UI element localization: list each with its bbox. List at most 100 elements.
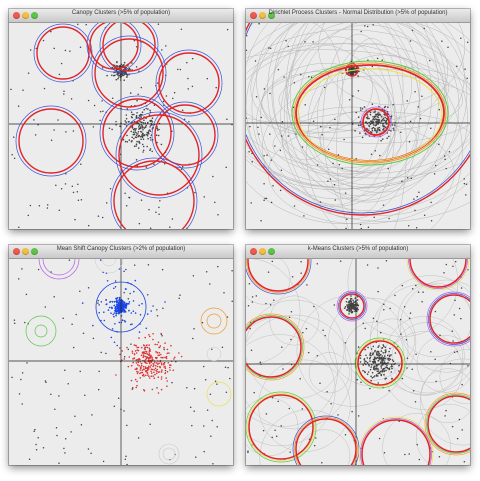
- titlebar[interactable]: Dirichlet Process Clusters - Normal Dist…: [246, 9, 470, 23]
- cluster-circle: [369, 318, 415, 364]
- cluster-ellipse: [291, 60, 449, 166]
- data-point: [344, 434, 347, 436]
- data-point: [149, 357, 152, 359]
- data-point: [165, 45, 167, 47]
- data-point: [372, 124, 375, 126]
- cluster-circle: [155, 49, 223, 117]
- data-point: [135, 386, 137, 389]
- cluster-circle: [294, 417, 358, 465]
- close-button[interactable]: [250, 12, 257, 19]
- minimize-button[interactable]: [259, 248, 266, 255]
- data-point: [143, 108, 145, 111]
- data-point: [146, 135, 149, 137]
- data-point: [374, 124, 377, 127]
- data-point: [27, 214, 30, 217]
- data-point: [130, 130, 132, 133]
- data-point: [108, 306, 111, 309]
- zoom-button[interactable]: [31, 12, 38, 19]
- data-point: [371, 119, 374, 121]
- data-point: [115, 124, 117, 126]
- data-point: [348, 308, 351, 310]
- data-point: [157, 341, 160, 344]
- close-button[interactable]: [13, 12, 20, 19]
- data-point: [119, 305, 121, 307]
- data-point: [231, 300, 233, 302]
- data-point: [375, 357, 378, 360]
- data-point: [448, 151, 451, 153]
- cluster-circle: [426, 394, 470, 454]
- data-point: [106, 74, 108, 77]
- minimize-button[interactable]: [259, 12, 266, 19]
- data-point: [352, 299, 354, 301]
- cluster-circle: [99, 95, 175, 171]
- plot-canvas[interactable]: [9, 23, 233, 229]
- data-point: [97, 388, 100, 391]
- data-point: [371, 360, 374, 363]
- window-title: Canopy Clusters (>5% of population): [71, 10, 171, 16]
- data-point: [168, 352, 170, 354]
- data-point: [268, 47, 270, 49]
- data-point: [111, 300, 114, 303]
- data-point: [376, 368, 378, 370]
- minimize-button[interactable]: [22, 12, 29, 19]
- close-button[interactable]: [13, 248, 20, 255]
- data-point: [155, 134, 158, 136]
- data-point: [118, 309, 121, 312]
- data-point: [338, 163, 341, 166]
- data-point: [140, 354, 143, 357]
- data-point: [149, 366, 151, 368]
- cluster-ellipse: [261, 74, 470, 222]
- data-point: [148, 351, 150, 353]
- data-point: [148, 129, 151, 131]
- data-point: [181, 109, 184, 111]
- data-point: [149, 348, 151, 351]
- data-point: [386, 364, 388, 367]
- data-point: [111, 306, 113, 309]
- data-point: [123, 301, 126, 304]
- data-point: [353, 308, 355, 311]
- data-point: [350, 72, 352, 75]
- data-point: [301, 146, 304, 148]
- data-point: [383, 127, 385, 130]
- zoom-button[interactable]: [31, 248, 38, 255]
- data-point: [374, 127, 376, 130]
- cluster-circle: [347, 259, 459, 337]
- cluster-ellipse: [246, 29, 470, 189]
- data-point: [386, 366, 389, 369]
- titlebar[interactable]: Mean Shift Canopy Clusters (>2% of popul…: [9, 245, 233, 259]
- zoom-button[interactable]: [268, 12, 275, 19]
- data-point: [333, 183, 336, 186]
- titlebar[interactable]: k-Means Clusters (>5% of population): [246, 245, 470, 259]
- data-point: [76, 190, 79, 193]
- data-point: [162, 100, 165, 103]
- data-point: [322, 329, 324, 331]
- plot-canvas[interactable]: [246, 23, 470, 229]
- data-point: [72, 191, 75, 194]
- data-point: [131, 350, 134, 353]
- data-point: [103, 319, 106, 322]
- data-point: [58, 395, 60, 397]
- data-point: [119, 125, 121, 127]
- minimize-button[interactable]: [22, 248, 29, 255]
- data-point: [380, 361, 382, 363]
- data-point: [364, 327, 366, 330]
- data-point: [212, 175, 214, 178]
- data-point: [144, 336, 146, 339]
- plot-canvas[interactable]: [9, 259, 233, 465]
- data-point: [143, 119, 145, 121]
- data-point: [387, 106, 389, 108]
- cluster-circle: [360, 418, 432, 465]
- zoom-button[interactable]: [268, 248, 275, 255]
- data-point: [174, 356, 176, 359]
- data-point: [300, 272, 302, 274]
- titlebar[interactable]: Canopy Clusters (>5% of population): [9, 9, 233, 23]
- data-point: [160, 353, 162, 356]
- plot-canvas[interactable]: [246, 259, 470, 465]
- close-button[interactable]: [250, 248, 257, 255]
- data-point: [125, 304, 128, 307]
- data-point: [227, 366, 229, 369]
- data-point: [461, 383, 463, 386]
- data-point: [376, 353, 378, 355]
- data-point: [215, 86, 217, 89]
- data-point: [461, 429, 463, 431]
